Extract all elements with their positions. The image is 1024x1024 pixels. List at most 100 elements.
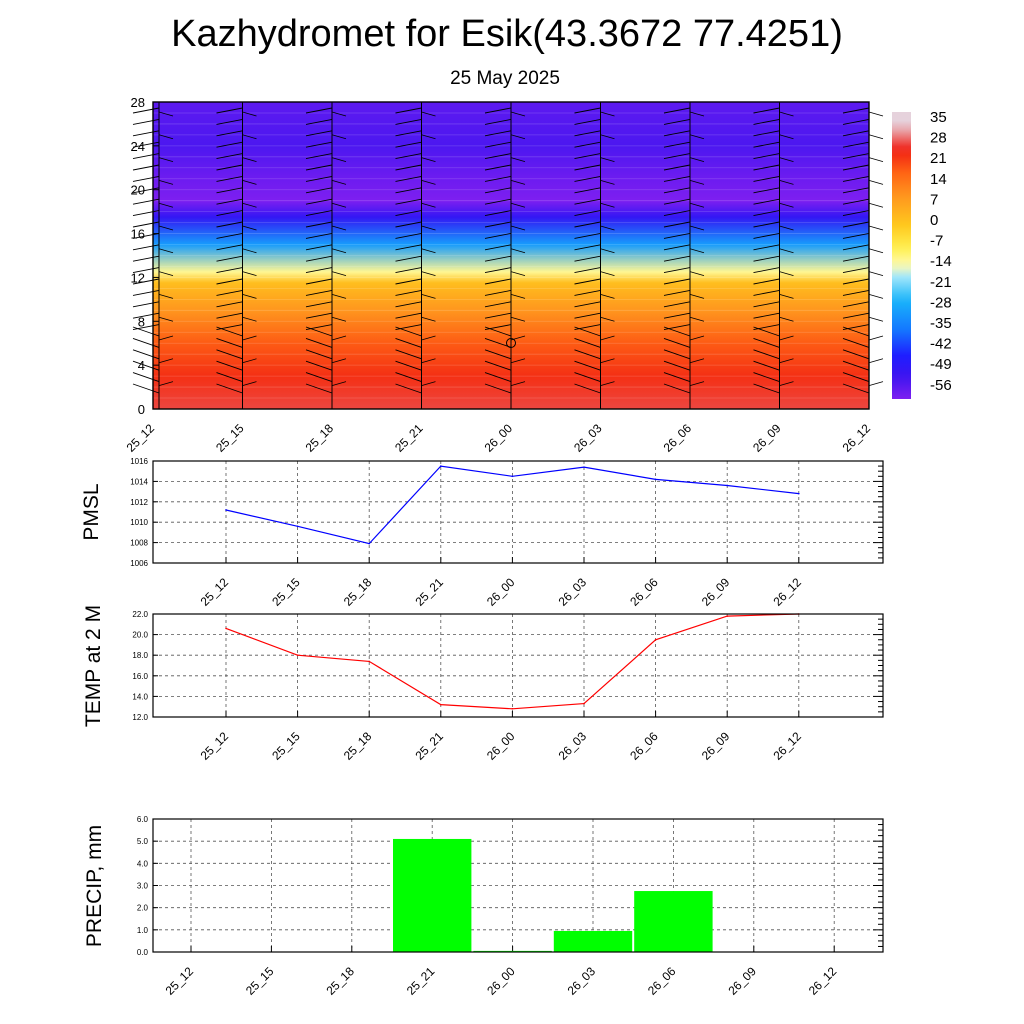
wind-barb (574, 278, 601, 285)
wind-barb (663, 153, 691, 160)
heatmap-x-tick-label: 26_09 (750, 421, 784, 455)
wind-barb-flag (779, 294, 794, 299)
wind-barb (842, 255, 870, 262)
y-tick-label: 1010 (130, 518, 148, 527)
y-tick-label: 22.0 (132, 610, 148, 619)
wind-barb (484, 118, 512, 125)
wind-barb (395, 210, 422, 217)
wind-barb (395, 360, 422, 371)
wind-barb (305, 267, 333, 274)
wind-barb (753, 337, 780, 348)
wind-barb (842, 107, 870, 114)
wind-barb (753, 210, 780, 217)
wind-barb (305, 372, 333, 383)
wind-barb (753, 221, 780, 228)
wind-barb-flag (868, 316, 884, 322)
wind-barb (395, 153, 422, 160)
wind-barb-flag (242, 358, 257, 364)
wind-barb (484, 267, 512, 274)
data-point (583, 466, 585, 468)
data-point (440, 465, 442, 467)
colorbar-label: 7 (930, 191, 938, 208)
wind-barb (132, 232, 160, 239)
chart-title: Kazhydromet for Esik(43.3672 77.4251) (171, 13, 843, 55)
wind-barb (753, 164, 780, 171)
panel-frame (152, 818, 884, 953)
wind-barb (216, 118, 243, 125)
wind-barb (574, 312, 601, 319)
wind-barb-flag (242, 381, 257, 386)
wind-barb (484, 255, 512, 262)
wind-barb (574, 153, 601, 160)
wind-barb-flag (158, 294, 174, 299)
data-point (726, 484, 728, 487)
wind-barb-flag (510, 202, 526, 208)
wind-barb-flag (600, 111, 615, 117)
wind-barb (132, 141, 160, 148)
wind-barb (395, 107, 422, 114)
wind-barb (395, 349, 422, 360)
wind-barb (216, 326, 243, 337)
wind-barb (132, 278, 160, 285)
wind-barb (663, 107, 691, 114)
data-point (654, 638, 657, 641)
wind-barb (216, 337, 243, 348)
wind-barb (574, 118, 601, 125)
wind-barb (842, 383, 870, 394)
heatmap-x-tick-label: 25_18 (303, 421, 337, 455)
wind-barb (395, 244, 422, 251)
wind-barb-flag (421, 225, 436, 231)
wind-barb-flag (689, 111, 705, 117)
wind-barb-flag (158, 381, 174, 386)
wind-barb (484, 244, 512, 251)
wind-barb (484, 153, 512, 160)
wind-barb (395, 312, 422, 319)
wind-barb (395, 289, 422, 296)
heatmap-y-tick-label: 16 (131, 227, 145, 242)
wind-barb-flag (158, 180, 174, 185)
wind-barb-flag (421, 248, 436, 254)
wind-barb (132, 372, 160, 383)
x-tick-label: 26_03 (556, 729, 590, 763)
wind-barb (574, 383, 601, 394)
wind-barb (305, 360, 333, 371)
wind-barb-flag (779, 225, 794, 231)
precip-bar (634, 891, 713, 952)
wind-barb-flag (689, 202, 705, 208)
heatmap-x-tick-label: 25_12 (124, 421, 158, 455)
y-tick-label: 3.0 (137, 882, 149, 891)
wind-barb (663, 360, 691, 371)
wind-barb (305, 289, 333, 296)
wind-barb (395, 175, 422, 182)
x-tick-label: 25_12 (163, 964, 197, 998)
wind-barb-flag (600, 157, 615, 162)
data-point (296, 525, 299, 528)
wind-barb-flag (331, 248, 347, 254)
wind-barb (842, 337, 870, 348)
wind-barb (574, 244, 601, 251)
y-tick-label: 0.0 (137, 948, 149, 957)
wind-barb (663, 383, 691, 394)
wind-barb-flag (779, 157, 794, 162)
wind-barb-flag (421, 202, 436, 208)
precip-bar (553, 930, 633, 952)
wind-barb-flag (600, 316, 615, 322)
wind-barb-flag (779, 134, 794, 140)
wind-barb (842, 326, 870, 337)
heatmap-y-tick-label: 4 (138, 358, 145, 373)
wind-barb (132, 130, 160, 137)
wind-barb (574, 130, 601, 137)
wind-barb (484, 349, 512, 360)
wind-barb (484, 210, 512, 217)
wind-barb (842, 187, 870, 194)
wind-barb (395, 198, 422, 205)
wind-barb-flag (779, 381, 794, 386)
wind-barb (216, 210, 243, 217)
wind-barb (753, 312, 780, 319)
wind-barb (753, 130, 780, 137)
wind-barb-flag (421, 111, 436, 117)
y-tick-label: 1016 (130, 457, 148, 466)
wind-barb-flag (779, 202, 794, 208)
wind-barb (484, 372, 512, 383)
